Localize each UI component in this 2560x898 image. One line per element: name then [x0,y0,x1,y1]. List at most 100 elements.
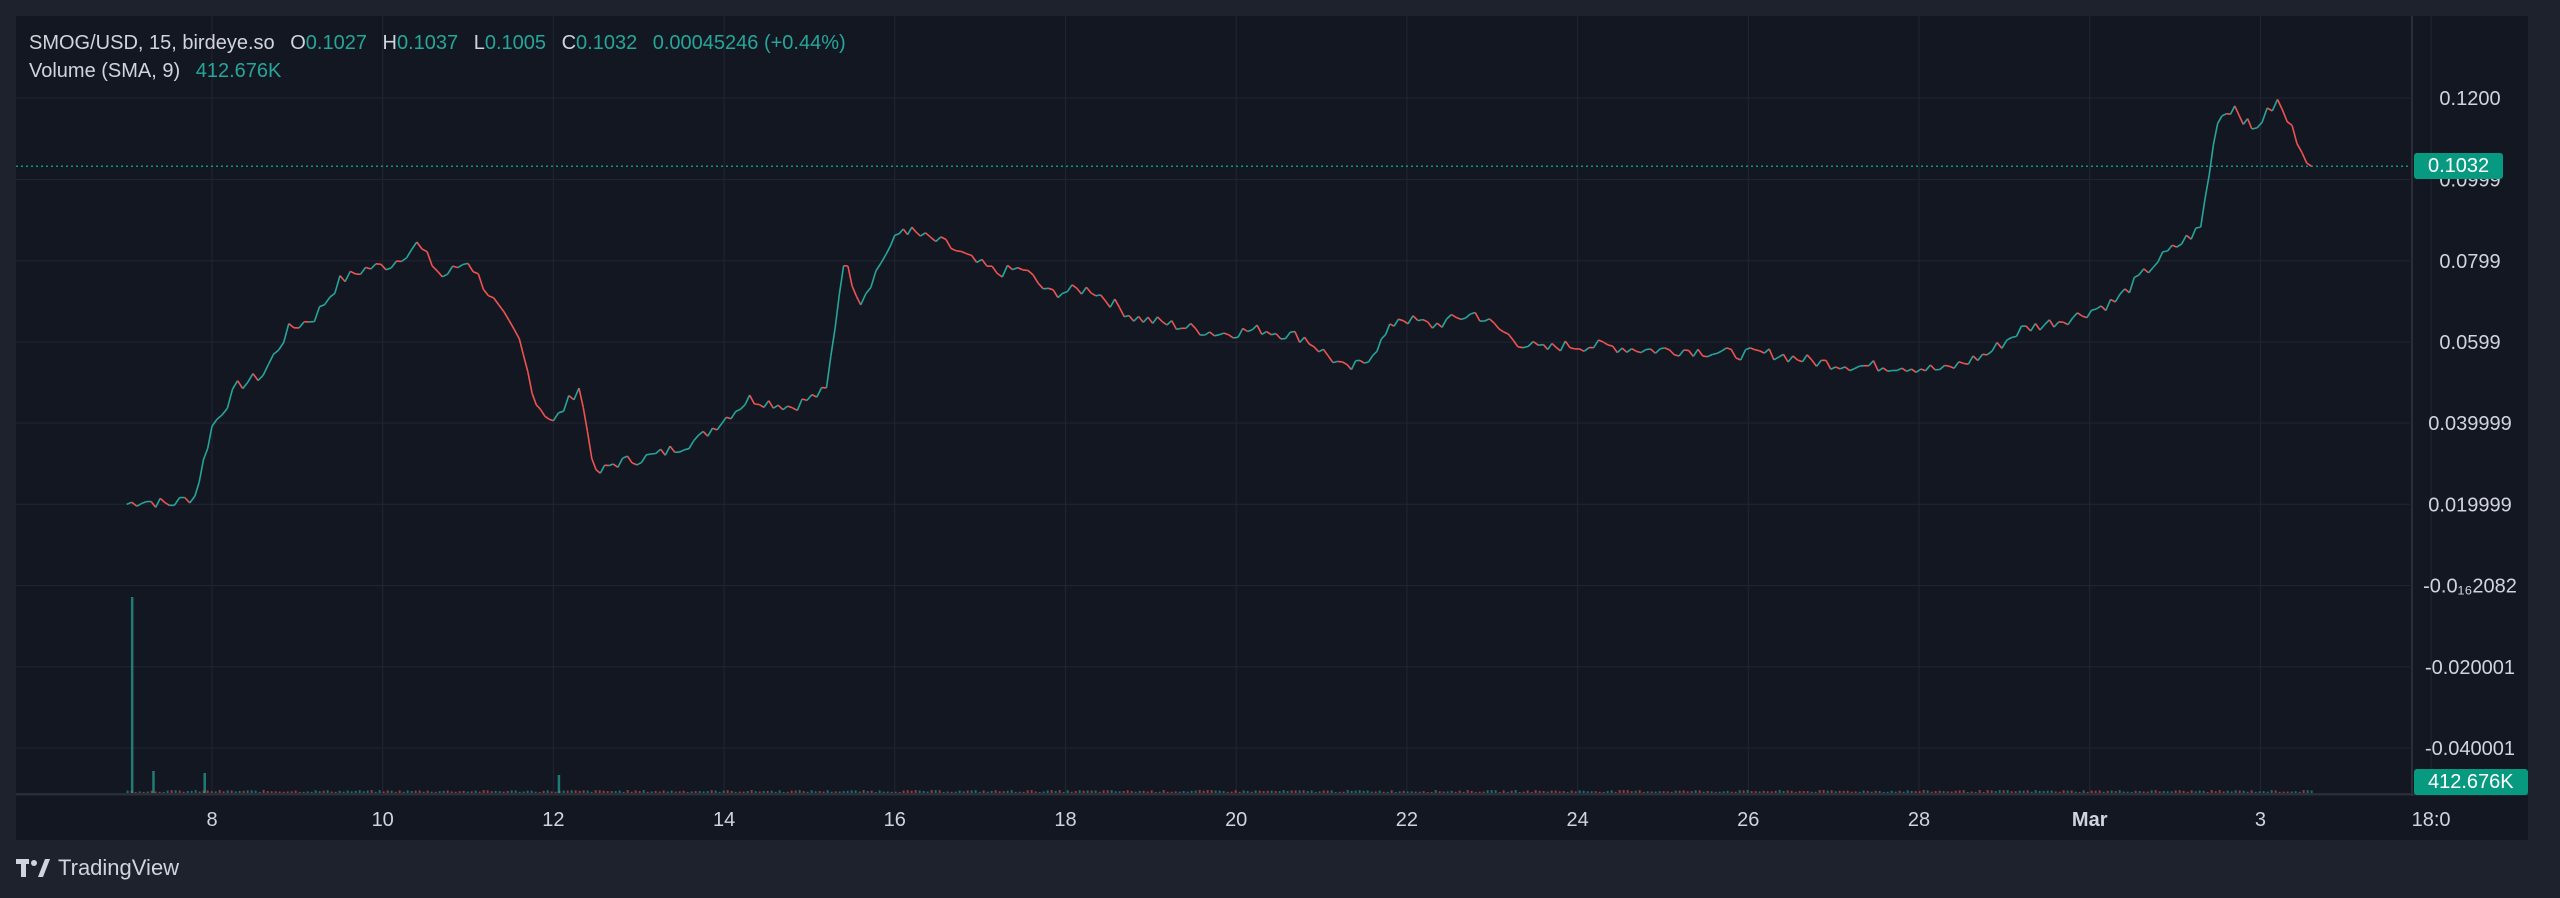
volume-bar [314,790,317,793]
price-segment [216,414,223,420]
volume-bar [1290,790,1293,793]
volume-bar [2134,790,2137,793]
price-segment [792,407,798,412]
volume-bar [1354,790,1357,793]
volume-bar [818,791,821,793]
volume-bar [1122,790,1125,793]
volume-bar [170,790,173,793]
volume-bar [1266,790,1269,793]
volume-bar [1110,790,1113,793]
y-tick-label: -0.0₁₆2082 [2423,576,2517,598]
y-tick-label: -0.040001 [2425,738,2515,760]
volume-bar [734,791,737,793]
price-segment [349,270,356,275]
change-value: 0.00045246 (+0.44%) [652,32,846,54]
volume-bar [1906,790,1909,793]
price-segment [2006,336,2013,341]
volume-bar [2006,790,2009,793]
volume-bar [2154,790,2157,793]
price-segment [1735,357,1742,361]
volume-bar [1626,790,1629,793]
volume-bar [1902,791,1905,793]
volume-bar [1490,790,1493,793]
volume-bar [386,790,389,793]
volume-bar [1286,791,1289,793]
price-segment [1057,292,1064,299]
price-segment [1318,348,1324,353]
price-segment [1797,359,1803,363]
price-segment [1233,336,1239,339]
price-segment [1451,313,1457,319]
price-segment [1417,318,1423,322]
price-segment [211,418,218,427]
price-segment [816,387,823,398]
price-segment [2119,288,2126,295]
volume-bar [1782,790,1785,793]
price-segment [1759,350,1765,354]
symbol-label[interactable]: SMOG/USD, 15, birdeye.so [29,32,275,54]
price-segment [631,462,638,466]
price-segment [1431,322,1438,329]
price-segment [2291,125,2298,144]
volume-bar [1242,790,1245,793]
price-segment [272,349,280,355]
price-segment [1290,330,1296,333]
volume-label[interactable]: Volume (SMA, 9) [29,60,181,82]
open-value: 0.1027 [305,32,367,54]
price-segment [782,405,789,411]
volume-bar [1670,791,1673,793]
price-segment [2133,274,2140,279]
price-segment [739,404,746,410]
price-segment [1806,354,1813,361]
volume-bar [1574,791,1577,793]
volume-bar [2090,790,2093,793]
brand-name[interactable]: TradingView [58,855,180,880]
volume-bar [1450,790,1453,793]
price-segment [744,394,751,406]
volume-bar [214,791,217,793]
price-segment [493,297,500,306]
price-segment [1341,361,1348,366]
volume-bar [2130,791,2133,793]
price-segment [1939,364,1946,371]
volume-bar [1226,791,1229,793]
volume-bar [706,791,709,793]
price-segment [1986,350,1993,356]
volume-bar [1638,790,1641,793]
volume-legend: Volume (SMA, 9) 412.676K [29,60,281,83]
price-segment [2180,234,2188,245]
price-segment [1022,269,1028,272]
price-segment [2048,319,2055,328]
price-segment [1598,339,1604,343]
price-segment [1214,334,1220,337]
volume-bar [1974,791,1977,793]
price-segment [503,311,510,321]
tradingview-logo-icon[interactable] [16,857,50,879]
volume-bar [938,790,941,793]
price-segment [1920,368,1926,372]
y-tick-label: 0.0599 [2439,332,2500,354]
price-segment [1251,324,1258,331]
volume-spike [152,771,155,793]
price-segment [518,338,525,356]
price-segment [2195,226,2201,229]
volume-bar [846,790,849,793]
volume-bar [894,791,897,793]
volume-bar [1742,790,1745,793]
volume-bar [1102,790,1105,793]
price-segment [2072,312,2078,319]
price-segment [2062,321,2069,326]
price-segment [1124,314,1130,318]
volume-bar [1062,791,1065,793]
price-segment [1218,332,1225,336]
volume-bar [2306,790,2309,793]
volume-bar [2026,790,2029,793]
price-segment [902,228,909,236]
price-segment [1128,315,1135,322]
volume-bar [1830,790,1833,793]
volume-bar [950,791,953,793]
price-segment [1372,350,1378,356]
volume-bar [2286,791,2289,793]
volume-bar [970,790,973,793]
